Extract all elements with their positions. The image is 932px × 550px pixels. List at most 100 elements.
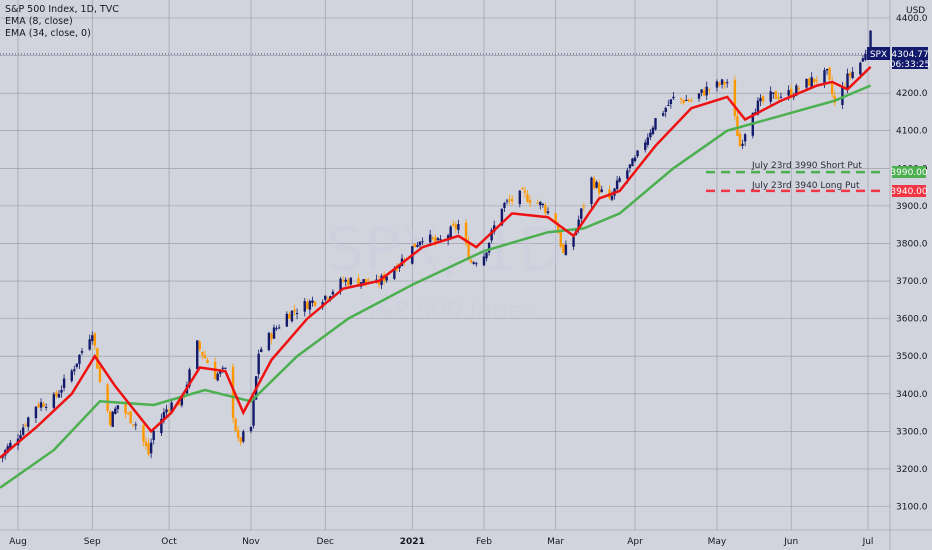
- candle-body: [293, 309, 296, 312]
- candle-body: [132, 424, 135, 426]
- y-tick-label: 3700.0: [896, 277, 928, 287]
- y-tick-label: 3500.0: [896, 352, 928, 362]
- candle-body: [718, 82, 721, 86]
- candle-body: [669, 99, 673, 105]
- candle-body: [270, 333, 273, 340]
- candle-body: [326, 297, 329, 299]
- candle-body: [708, 89, 711, 91]
- candle-body: [434, 237, 437, 243]
- candle-body: [869, 30, 872, 51]
- candle-body: [539, 201, 542, 206]
- candle-body: [62, 378, 66, 389]
- candle-body: [554, 213, 557, 224]
- candle-body: [80, 351, 84, 353]
- candle-body: [19, 435, 22, 440]
- watermark-name: S&P 500 Index: [360, 296, 536, 324]
- candle-body: [828, 67, 831, 80]
- candle-body: [242, 431, 245, 442]
- candle-body: [756, 100, 760, 115]
- grid: [0, 0, 890, 530]
- candle-body: [416, 245, 419, 247]
- candle-body: [795, 85, 798, 96]
- candle-body: [126, 412, 130, 414]
- candle-body: [201, 351, 204, 356]
- candle-body: [231, 366, 235, 419]
- candle-body: [523, 190, 527, 193]
- candle-body: [260, 349, 263, 352]
- candle-body: [702, 90, 706, 96]
- candle-body: [738, 133, 742, 147]
- candle-body: [295, 312, 299, 315]
- candle-body: [249, 426, 253, 432]
- candle-body: [667, 104, 670, 106]
- candle-body: [505, 200, 509, 202]
- candle-body: [308, 301, 312, 310]
- candle-body: [439, 239, 442, 241]
- x-tick-label: Nov: [242, 537, 260, 547]
- candle-body: [60, 389, 63, 393]
- candle-body: [557, 224, 560, 234]
- candle-body: [813, 78, 816, 83]
- candle-body: [679, 98, 683, 100]
- candle-body: [541, 203, 545, 205]
- candle-body: [815, 80, 818, 82]
- candle-body: [418, 241, 422, 246]
- candle-body: [715, 81, 719, 88]
- candle-body: [219, 370, 222, 374]
- svg-text:3940.00: 3940.00: [890, 187, 927, 197]
- candle-body: [590, 177, 593, 205]
- candle-body: [9, 442, 12, 449]
- candle-body: [661, 113, 665, 116]
- candle-body: [536, 202, 539, 204]
- candle-body: [428, 234, 432, 243]
- x-tick-label: Mar: [547, 537, 564, 547]
- candle-body: [196, 340, 199, 370]
- countdown: 06:33:25: [890, 60, 930, 70]
- candle-body: [628, 164, 632, 169]
- legend: S&P 500 Index, 1D, TVC EMA (8, close) EM…: [5, 4, 119, 40]
- short-put-price-tag: 3990.00: [890, 166, 928, 178]
- last-price-symbol: SPX: [870, 50, 887, 60]
- candle-body: [580, 208, 583, 219]
- candle-body: [152, 430, 155, 441]
- candle-body: [149, 442, 153, 454]
- candle-body: [324, 295, 327, 300]
- y-tick-label: 3300.0: [896, 427, 928, 437]
- x-tick-label: May: [708, 537, 727, 547]
- candle-body: [487, 242, 491, 253]
- y-tick-label: 3800.0: [896, 239, 928, 249]
- candle-body: [672, 96, 675, 99]
- candle-body: [859, 62, 862, 75]
- x-tick-label: Apr: [627, 537, 643, 547]
- candle-body: [787, 90, 790, 96]
- long-put-price-tag: 3940.00: [890, 185, 928, 197]
- candle-body: [633, 157, 637, 162]
- candle-body: [830, 81, 834, 95]
- candle-body: [469, 260, 473, 263]
- candle-body: [44, 406, 48, 408]
- candle-body: [864, 54, 867, 60]
- candle-body: [457, 223, 460, 230]
- candle-body: [331, 291, 335, 295]
- candle-body: [91, 335, 94, 342]
- candle-body: [221, 367, 225, 369]
- candle-body: [454, 224, 458, 229]
- candle-body: [421, 241, 424, 243]
- candle-body: [116, 405, 120, 410]
- candle-body: [147, 443, 150, 455]
- y-tick-label: 4100.0: [896, 127, 928, 137]
- candle-body: [503, 202, 506, 208]
- candle-body: [485, 252, 488, 259]
- candle-body: [288, 313, 291, 320]
- x-tick-label: Feb: [476, 537, 492, 547]
- candle-body: [725, 82, 729, 84]
- candle-body: [114, 408, 117, 414]
- candle-body: [170, 402, 173, 412]
- candle-body: [654, 118, 657, 130]
- candle-body: [111, 411, 114, 427]
- candle-body: [521, 188, 524, 190]
- y-tick-label: 3100.0: [896, 503, 928, 513]
- candle-body: [98, 366, 102, 383]
